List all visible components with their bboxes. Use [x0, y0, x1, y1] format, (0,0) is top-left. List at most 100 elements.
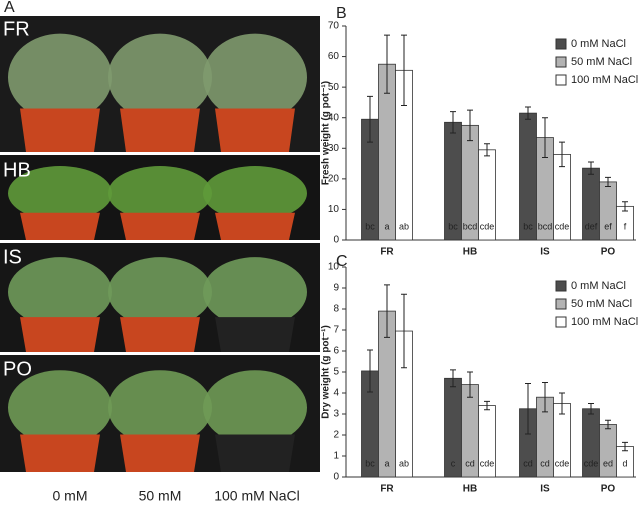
legend-label: 0 mM NaCl — [571, 38, 626, 50]
x-tick-label: HB — [463, 247, 477, 258]
x-tick-label: HB — [463, 484, 477, 495]
y-axis-label: Fresh weight (g pot⁻¹) — [321, 81, 332, 185]
significance-letter: def — [585, 221, 598, 231]
significance-letter: cde — [480, 221, 495, 231]
error-bar — [367, 349, 373, 393]
legend-swatch — [555, 316, 567, 328]
pot — [20, 317, 100, 352]
significance-letter: cd — [540, 458, 550, 468]
x-tick-label: IS — [540, 247, 550, 258]
significance-letter: a — [384, 221, 389, 231]
legend-label: 100 mM NaCl — [571, 74, 638, 86]
error-bar — [559, 392, 565, 415]
row-label: PO — [3, 358, 32, 380]
y-tick-label: 8 — [333, 304, 339, 315]
y-tick-label: 20 — [328, 173, 340, 184]
significance-letter: ab — [399, 221, 409, 231]
plant — [203, 166, 307, 221]
plant — [8, 166, 112, 221]
column-label: 100 mM NaCl — [214, 488, 300, 504]
panel-label: A — [4, 0, 15, 16]
y-tick-label: 10 — [328, 262, 340, 273]
row-label: HB — [3, 159, 31, 181]
row-label: IS — [3, 246, 22, 268]
significance-letter: cde — [555, 221, 570, 231]
plant — [108, 370, 212, 446]
significance-letter: bc — [365, 458, 375, 468]
y-tick-label: 40 — [328, 112, 340, 123]
significance-letter: cde — [584, 458, 599, 468]
pot — [120, 434, 200, 472]
error-bar — [559, 141, 565, 168]
column-label: 0 mM — [53, 488, 88, 504]
y-tick-label: 7 — [333, 325, 339, 336]
y-tick-label: 0 — [333, 235, 339, 246]
y-tick-label: 3 — [333, 409, 339, 420]
significance-letter: ef — [604, 221, 612, 231]
significance-letter: cde — [555, 458, 570, 468]
significance-letter: bc — [365, 221, 375, 231]
error-bar — [622, 441, 628, 452]
pot — [20, 108, 100, 152]
x-tick-label: FR — [380, 247, 394, 258]
significance-letter: cd — [465, 458, 475, 468]
x-tick-label: PO — [601, 484, 616, 495]
x-tick-label: IS — [540, 484, 550, 495]
error-bar — [467, 371, 473, 398]
significance-letter: cde — [480, 458, 495, 468]
y-tick-label: 10 — [328, 204, 340, 215]
pot — [20, 434, 100, 472]
panel-label: B — [336, 5, 347, 22]
plant — [108, 257, 212, 327]
legend-label: 50 mM NaCl — [571, 56, 632, 68]
legend-swatch — [555, 56, 567, 68]
bar — [599, 424, 617, 478]
y-axis-label: Dry weight (g pot⁻¹) — [321, 325, 332, 419]
pot — [215, 212, 295, 240]
significance-letter: bcd — [463, 221, 478, 231]
significance-letter: ab — [399, 458, 409, 468]
y-tick-label: 70 — [328, 21, 340, 32]
error-bar — [450, 369, 456, 388]
error-bar — [525, 383, 531, 435]
error-bar — [467, 109, 473, 142]
legend-label: 50 mM NaCl — [571, 298, 632, 310]
pot — [120, 108, 200, 152]
error-bar — [588, 403, 594, 415]
legend-swatch — [555, 74, 567, 86]
plant — [203, 33, 307, 121]
legend-swatch — [555, 298, 567, 310]
pot — [20, 212, 100, 240]
error-bar — [401, 293, 407, 369]
plant — [108, 33, 212, 121]
significance-letter: bc — [448, 221, 458, 231]
significance-letter: c — [451, 458, 456, 468]
pot — [215, 434, 295, 472]
legend-swatch — [555, 38, 567, 50]
y-tick-label: 2 — [333, 430, 339, 441]
plant — [108, 166, 212, 221]
column-label: 50 mM — [139, 488, 182, 504]
x-tick-label: FR — [380, 484, 394, 495]
y-tick-label: 6 — [333, 346, 339, 357]
error-bar — [542, 117, 548, 158]
plant — [8, 33, 112, 121]
significance-letter: a — [384, 458, 389, 468]
y-tick-label: 1 — [333, 451, 339, 462]
y-tick-label: 30 — [328, 143, 340, 154]
significance-letter: ed — [603, 458, 613, 468]
error-bar — [484, 400, 490, 411]
y-tick-label: 5 — [333, 367, 339, 378]
legend-label: 100 mM NaCl — [571, 316, 638, 328]
significance-letter: d — [622, 458, 627, 468]
error-bar — [367, 95, 373, 143]
error-bar — [622, 201, 628, 212]
plants — [8, 33, 307, 472]
error-bar — [605, 176, 611, 187]
error-bar — [525, 106, 531, 120]
y-tick-label: 4 — [333, 388, 339, 399]
y-tick-label: 0 — [333, 472, 339, 483]
error-bar — [484, 143, 490, 157]
significance-letter: f — [624, 221, 627, 231]
